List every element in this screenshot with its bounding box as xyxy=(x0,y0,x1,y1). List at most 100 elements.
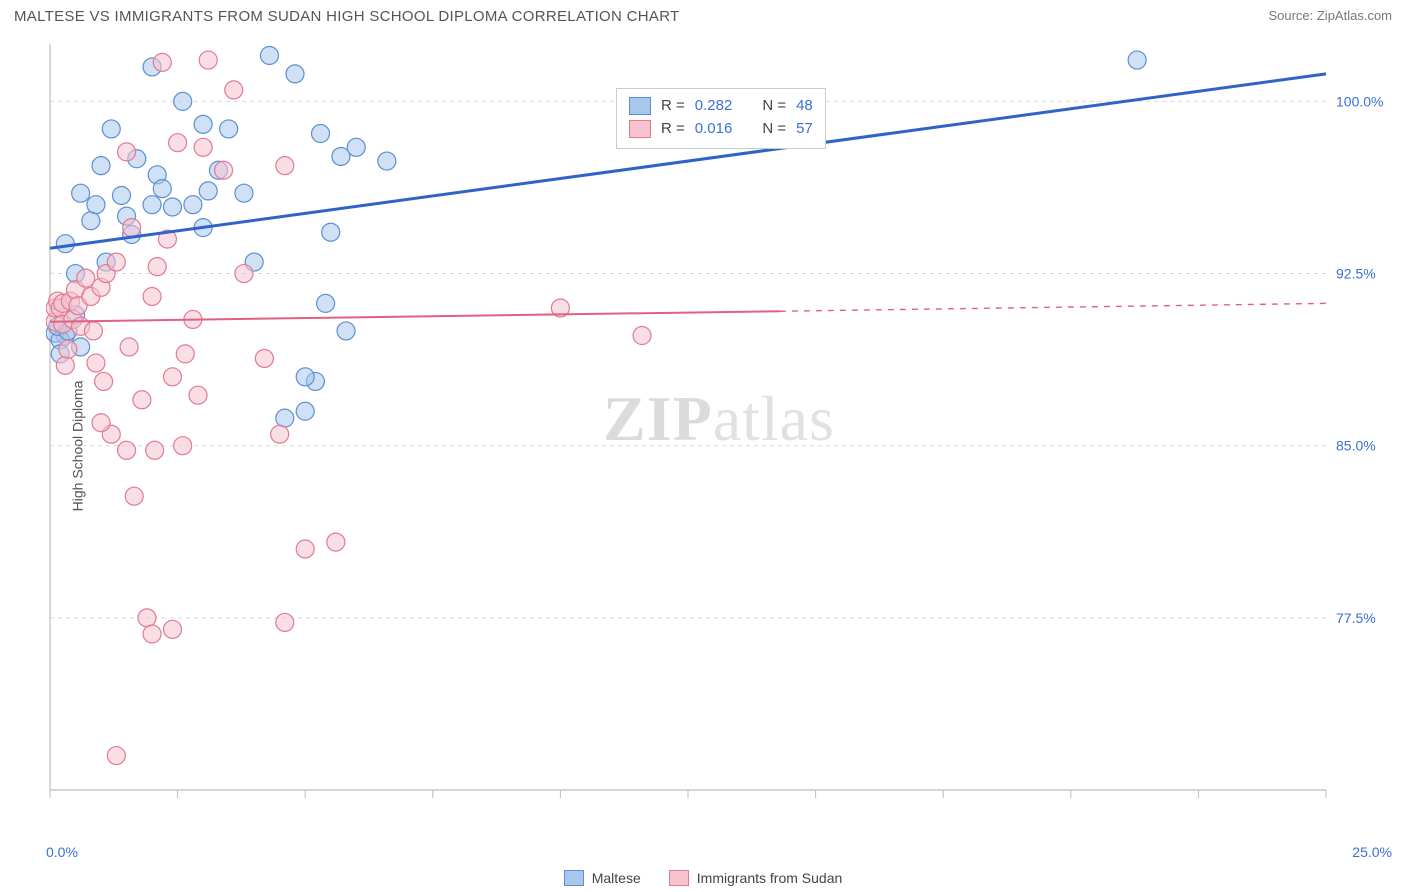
data-point xyxy=(1128,51,1146,69)
data-point xyxy=(95,372,113,390)
x-max-label: 25.0% xyxy=(1352,844,1392,860)
data-point xyxy=(174,92,192,110)
data-point xyxy=(312,125,330,143)
data-point xyxy=(143,625,161,643)
data-point xyxy=(347,138,365,156)
data-point xyxy=(112,186,130,204)
data-point xyxy=(327,533,345,551)
data-point xyxy=(169,134,187,152)
data-point xyxy=(176,345,194,363)
data-point xyxy=(143,196,161,214)
data-point xyxy=(199,51,217,69)
corr-swatch xyxy=(629,97,651,115)
trend-line-dashed xyxy=(780,303,1326,311)
corr-row: R = 0.282 N = 48 xyxy=(629,95,813,118)
data-point xyxy=(163,620,181,638)
corr-swatch xyxy=(629,120,651,138)
data-point xyxy=(276,409,294,427)
data-point xyxy=(102,120,120,138)
data-point xyxy=(56,356,74,374)
data-point xyxy=(296,402,314,420)
data-point xyxy=(163,368,181,386)
plot-area: 77.5%85.0%92.5%100.0% ZIPatlas R =0.282N… xyxy=(46,40,1392,830)
r-label: R = xyxy=(661,95,685,118)
data-point xyxy=(133,391,151,409)
data-point xyxy=(286,65,304,83)
data-point xyxy=(163,198,181,216)
n-label: N = xyxy=(762,118,786,141)
legend: Maltese Immigrants from Sudan xyxy=(0,870,1406,886)
y-tick-label: 77.5% xyxy=(1336,610,1376,626)
data-point xyxy=(143,287,161,305)
r-value: 0.282 xyxy=(695,95,733,118)
data-point xyxy=(87,196,105,214)
data-point xyxy=(146,441,164,459)
data-point xyxy=(153,180,171,198)
legend-label: Maltese xyxy=(592,870,641,886)
data-point xyxy=(184,196,202,214)
n-value: 48 xyxy=(796,95,813,118)
data-point xyxy=(56,235,74,253)
r-label: R = xyxy=(661,118,685,141)
legend-item: Immigrants from Sudan xyxy=(669,870,843,886)
data-point xyxy=(138,609,156,627)
legend-label: Immigrants from Sudan xyxy=(697,870,843,886)
y-tick-label: 92.5% xyxy=(1336,266,1376,282)
x-axis-end-labels: 0.0% 25.0% xyxy=(46,844,1392,860)
data-point xyxy=(271,425,289,443)
data-point xyxy=(337,322,355,340)
source-label: Source: ZipAtlas.com xyxy=(1268,8,1392,23)
data-point xyxy=(123,219,141,237)
legend-swatch xyxy=(564,870,584,886)
chart-title: MALTESE VS IMMIGRANTS FROM SUDAN HIGH SC… xyxy=(14,8,680,25)
data-point xyxy=(276,613,294,631)
data-point xyxy=(235,265,253,283)
data-point xyxy=(92,157,110,175)
legend-swatch xyxy=(669,870,689,886)
data-point xyxy=(255,349,273,367)
data-point xyxy=(84,322,102,340)
data-point xyxy=(118,441,136,459)
data-point xyxy=(87,354,105,372)
data-point xyxy=(633,327,651,345)
data-point xyxy=(220,120,238,138)
data-point xyxy=(296,540,314,558)
data-point xyxy=(235,184,253,202)
scatter-chart: 77.5% 85.0% 92.5% 100.0% xyxy=(46,40,1392,830)
data-point xyxy=(276,157,294,175)
data-point xyxy=(82,212,100,230)
data-point xyxy=(378,152,396,170)
n-value: 57 xyxy=(796,118,813,141)
data-point xyxy=(107,253,125,271)
data-point xyxy=(72,184,90,202)
data-point xyxy=(118,143,136,161)
data-point xyxy=(174,437,192,455)
trend-line xyxy=(50,311,780,322)
data-point xyxy=(225,81,243,99)
header-bar: MALTESE VS IMMIGRANTS FROM SUDAN HIGH SC… xyxy=(0,0,1406,29)
data-point xyxy=(322,223,340,241)
n-label: N = xyxy=(762,95,786,118)
data-point xyxy=(189,386,207,404)
r-value: 0.016 xyxy=(695,118,733,141)
y-tick-label: 85.0% xyxy=(1336,438,1376,454)
data-point xyxy=(92,414,110,432)
y-tick-label: 100.0% xyxy=(1336,93,1383,109)
data-point xyxy=(125,487,143,505)
x-min-label: 0.0% xyxy=(46,844,78,860)
data-point xyxy=(194,138,212,156)
data-point xyxy=(120,338,138,356)
data-point xyxy=(59,340,77,358)
data-point xyxy=(153,53,171,71)
data-point xyxy=(317,294,335,312)
data-point xyxy=(296,368,314,386)
data-point xyxy=(194,115,212,133)
data-point xyxy=(148,258,166,276)
legend-item: Maltese xyxy=(564,870,641,886)
data-point xyxy=(215,161,233,179)
data-point xyxy=(260,46,278,64)
data-point xyxy=(199,182,217,200)
data-point xyxy=(107,747,125,765)
corr-row: R = 0.016 N = 57 xyxy=(629,118,813,141)
correlation-box: R = 0.282 N = 48 R = 0.016 N = 57 xyxy=(616,88,826,149)
